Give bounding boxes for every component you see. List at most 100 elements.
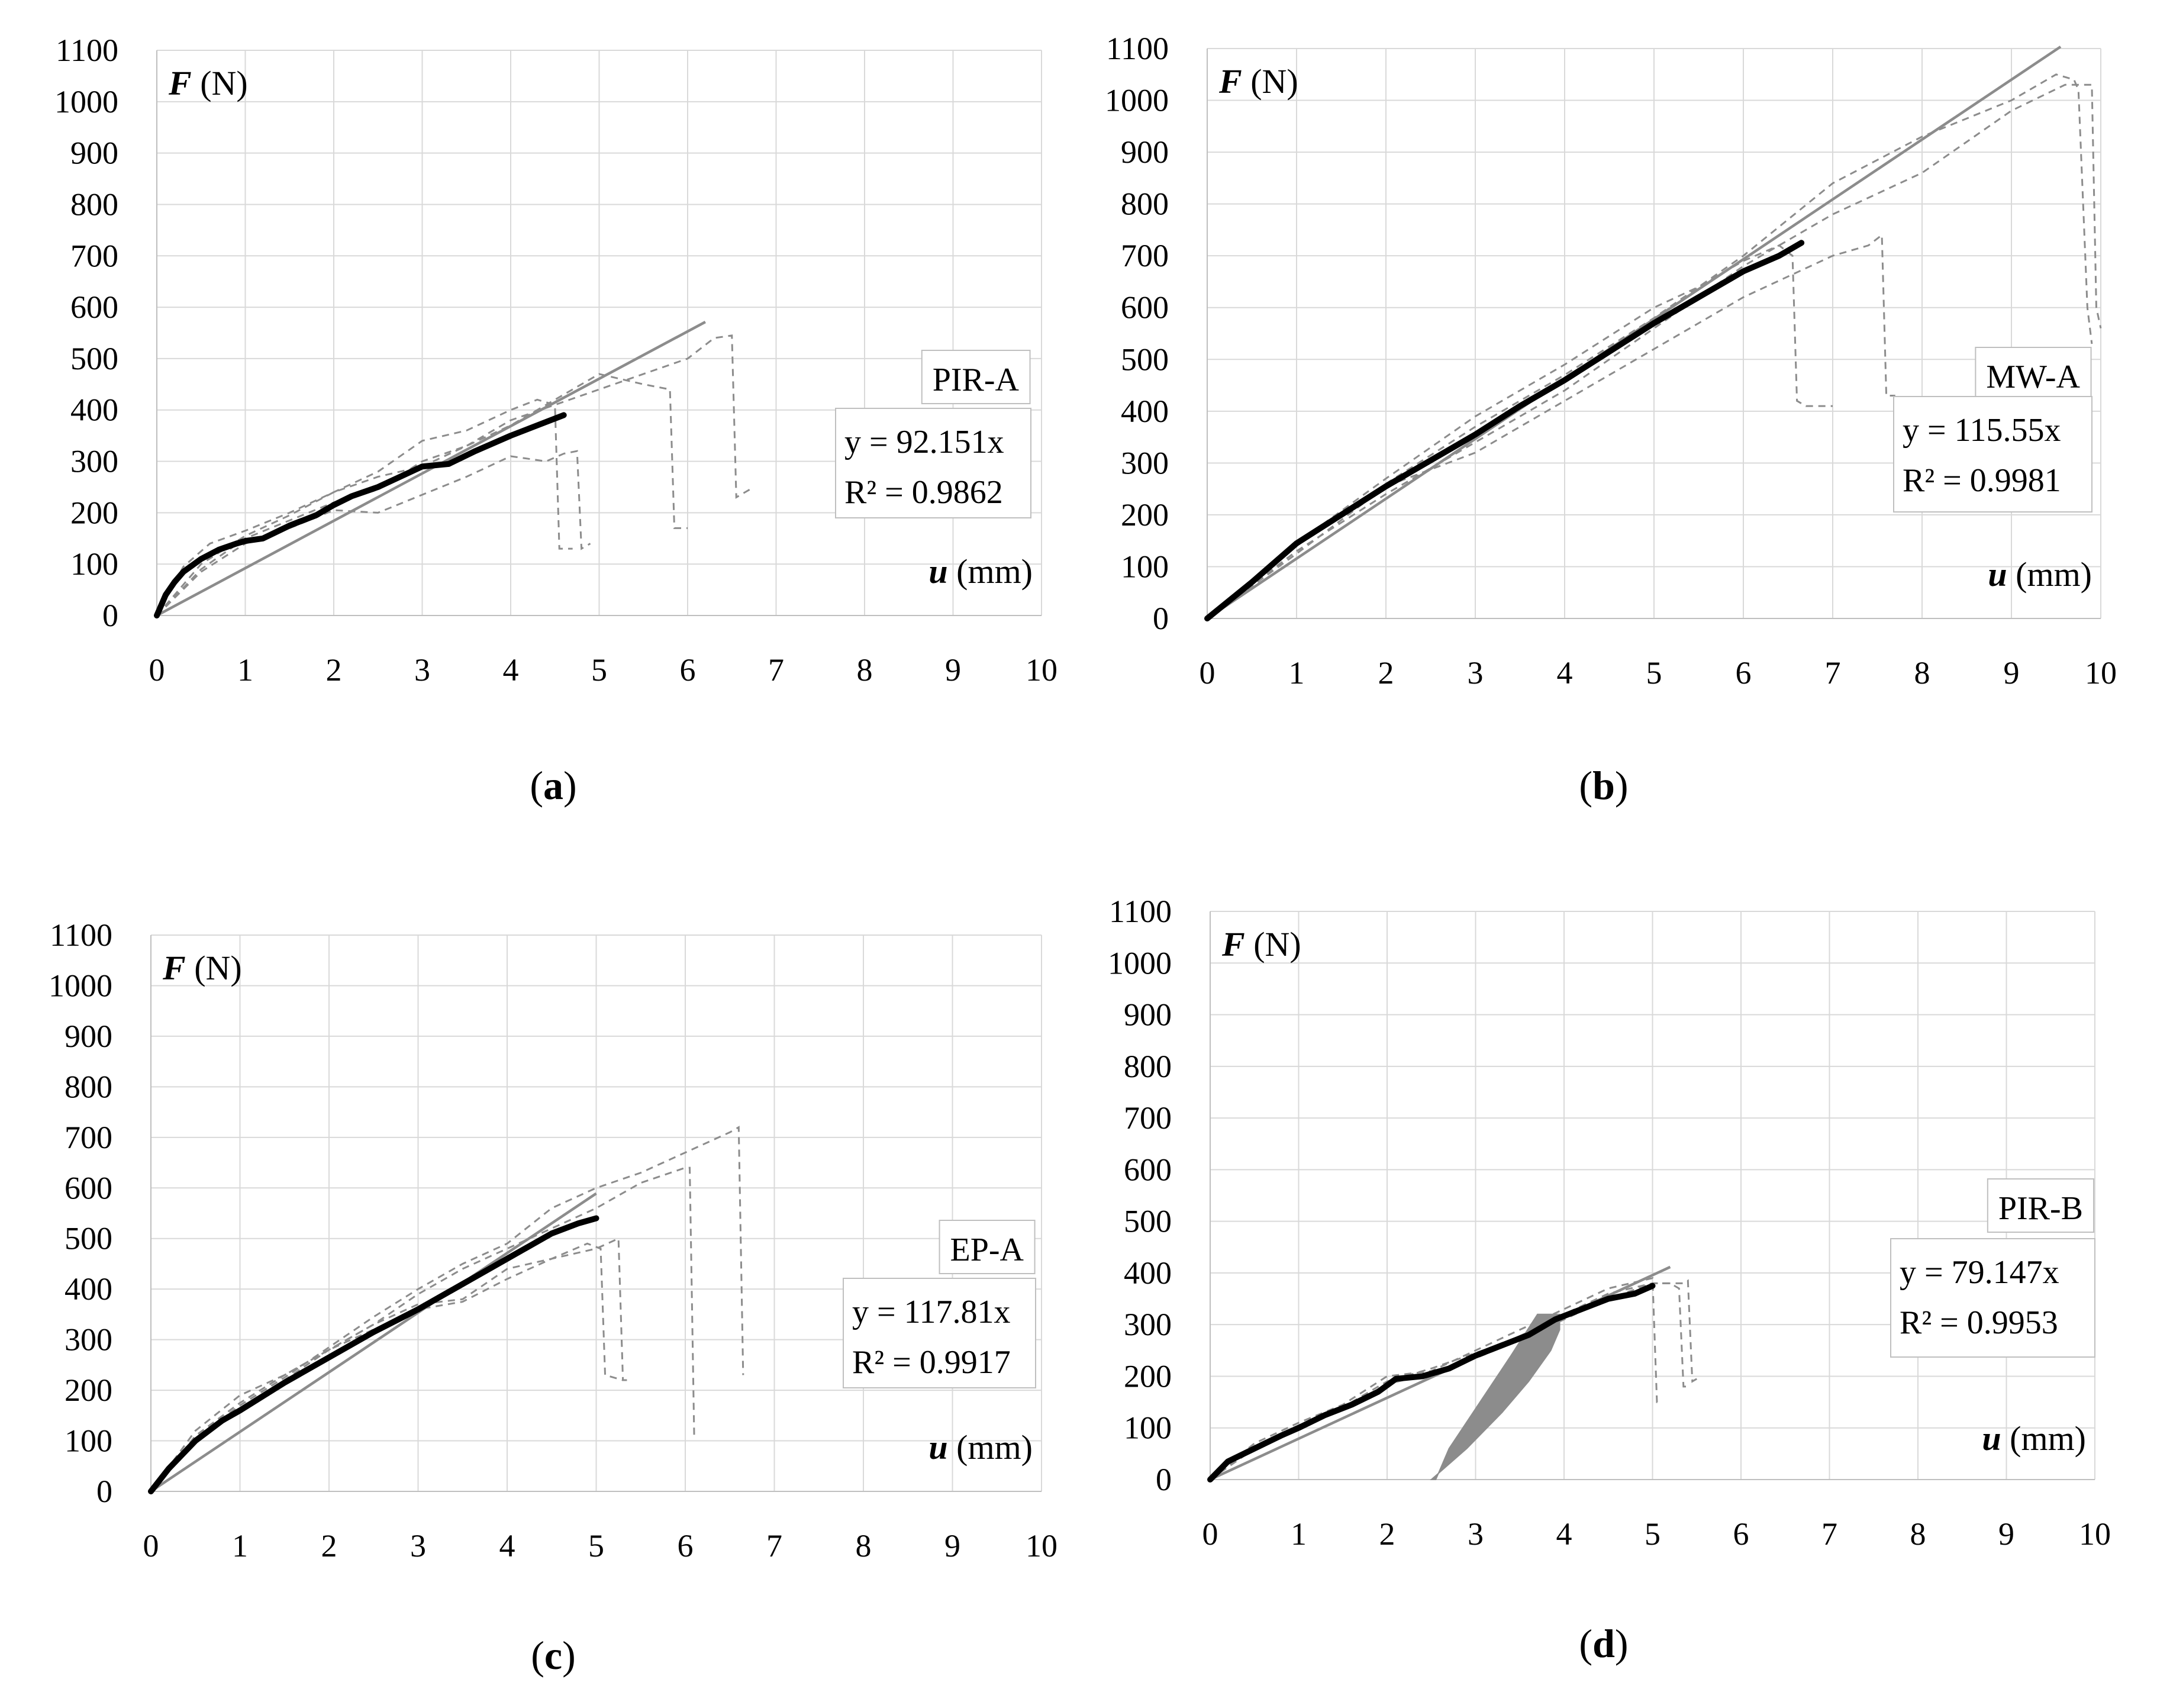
test-curve (1207, 73, 2093, 620)
x-axis-symbol: u (928, 552, 947, 591)
x-tick-label: 2 (326, 652, 342, 688)
x-tick-label: 6 (1736, 655, 1752, 691)
specimen-label-box (921, 350, 1031, 404)
fit-r2: R² = 0.9981 (1903, 462, 2061, 499)
test-curve (156, 373, 688, 617)
x-tick-label: 7 (1825, 655, 1841, 691)
x-axis-symbol: u (1982, 1419, 2001, 1458)
y-tick-label: 400 (70, 392, 118, 428)
y-tick-label: 1000 (1108, 945, 1172, 981)
panel-caption: (d) (1579, 1621, 1628, 1666)
panel-d: 0 1 2 3 4 5 6 7 8 9 100100200300400500600700800900… (1108, 894, 2111, 1666)
y-tick-label: 400 (65, 1271, 112, 1307)
y-tick-label: 200 (65, 1372, 112, 1408)
panel-c: 0 1 2 3 4 5 6 7 8 9 100100200300400500600700800900… (49, 917, 1057, 1678)
x-axis-unit: (mm) (2007, 555, 2092, 594)
x-tick-label: 9 (944, 1528, 960, 1564)
y-tick-label: 1100 (50, 917, 112, 953)
test-curve (1207, 244, 1833, 620)
y-tick-label: 500 (1124, 1204, 1172, 1239)
y-tick-label: 300 (1124, 1307, 1172, 1342)
y-axis-label: F (N) (1221, 925, 1301, 963)
y-tick-label: 700 (70, 238, 118, 273)
x-axis-label: u (mm) (928, 1428, 1033, 1467)
y-tick-label: 400 (1121, 394, 1169, 429)
x-tick-label: 7 (1821, 1516, 1837, 1552)
x-tick-label: 7 (768, 652, 784, 688)
x-axis-label: u (mm) (1988, 555, 2092, 594)
grid (1210, 911, 2095, 1480)
y-tick-label: 200 (1124, 1358, 1172, 1394)
specimen-label: EP-A (950, 1232, 1024, 1268)
y-tick-label: 300 (70, 444, 118, 479)
x-tick-label: 0 (149, 652, 165, 688)
y-axis-symbol: F (168, 64, 192, 102)
y-axis-unit: (N) (1245, 925, 1301, 963)
y-tick-label: 1100 (56, 33, 118, 68)
panel-b: 0 1 2 3 4 5 6 7 8 9 100100200300400500600700800900… (1105, 31, 2117, 808)
caption-close-paren: ) (1615, 763, 1629, 808)
test-curve (150, 1242, 624, 1492)
y-tick-label: 800 (1124, 1049, 1172, 1084)
y-tick-label: 800 (70, 186, 118, 222)
x-tick-label: 8 (1914, 655, 1930, 691)
x-tick-label: 0 (1200, 655, 1215, 691)
y-tick-label: 600 (1121, 290, 1169, 326)
x-axis-label: u (mm) (928, 552, 1033, 591)
equation-box (835, 408, 1031, 518)
x-tick-label: 4 (1556, 1516, 1572, 1552)
y-axis-unit: (N) (192, 64, 248, 102)
panel-caption: (b) (1579, 763, 1628, 808)
caption-letter: a (543, 763, 563, 808)
grid (157, 50, 1042, 615)
x-tick-label: 10 (2085, 655, 2117, 691)
y-tick-label: 100 (65, 1423, 112, 1459)
test-curve (1210, 1282, 1688, 1481)
y-tick-label: 0 (1156, 1462, 1172, 1497)
caption-close-paren: ) (562, 1633, 576, 1678)
caption-close-paren: ) (1615, 1621, 1629, 1666)
y-tick-label: 0 (102, 598, 118, 633)
caption-close-paren: ) (563, 763, 577, 808)
x-tick-label: 5 (588, 1528, 604, 1564)
y-tick-label: 800 (1121, 186, 1169, 222)
x-tick-label: 5 (1646, 655, 1662, 691)
y-tick-label: 100 (70, 546, 118, 582)
y-tick-label: 300 (65, 1322, 112, 1358)
average-curve (154, 412, 567, 618)
x-tick-label: 1 (237, 652, 253, 688)
x-tick-label: 8 (856, 1528, 872, 1564)
x-tick-label: 10 (1026, 652, 1057, 688)
test-curve (150, 1166, 695, 1492)
fit-equation: y = 117.81x (852, 1294, 1011, 1330)
y-tick-label: 500 (70, 341, 118, 376)
y-tick-label: 0 (1153, 601, 1169, 636)
average-curve (148, 1215, 599, 1494)
x-tick-label: 7 (766, 1528, 782, 1564)
x-tick-label: 1 (1289, 655, 1305, 691)
x-tick-label: 5 (591, 652, 607, 688)
y-tick-label: 0 (96, 1474, 112, 1509)
y-axis-label: F (N) (162, 949, 242, 987)
x-tick-label: 4 (503, 652, 519, 688)
x-tick-label: 0 (143, 1528, 159, 1564)
fit-r2: R² = 0.9862 (844, 474, 1003, 511)
x-tick-label: 9 (945, 652, 961, 688)
y-tick-label: 600 (1124, 1152, 1172, 1187)
caption-open-paren: ( (530, 763, 543, 808)
x-tick-label: 5 (1645, 1516, 1661, 1552)
y-axis-label: F (N) (168, 64, 248, 102)
y-tick-label: 900 (65, 1019, 112, 1054)
x-tick-label: 9 (2004, 655, 2020, 691)
y-tick-label: 500 (65, 1221, 112, 1256)
fit-r2: R² = 0.9917 (852, 1344, 1011, 1381)
panel-caption: (c) (531, 1633, 576, 1678)
x-tick-label: 3 (1468, 1516, 1484, 1552)
y-tick-label: 300 (1121, 445, 1169, 481)
y-axis-label: F (N) (1218, 62, 1298, 101)
caption-open-paren: ( (531, 1633, 544, 1678)
grid (1207, 48, 2101, 618)
x-axis-unit: (mm) (948, 552, 1033, 591)
y-tick-label: 500 (1121, 341, 1169, 377)
x-tick-label: 3 (410, 1528, 426, 1564)
